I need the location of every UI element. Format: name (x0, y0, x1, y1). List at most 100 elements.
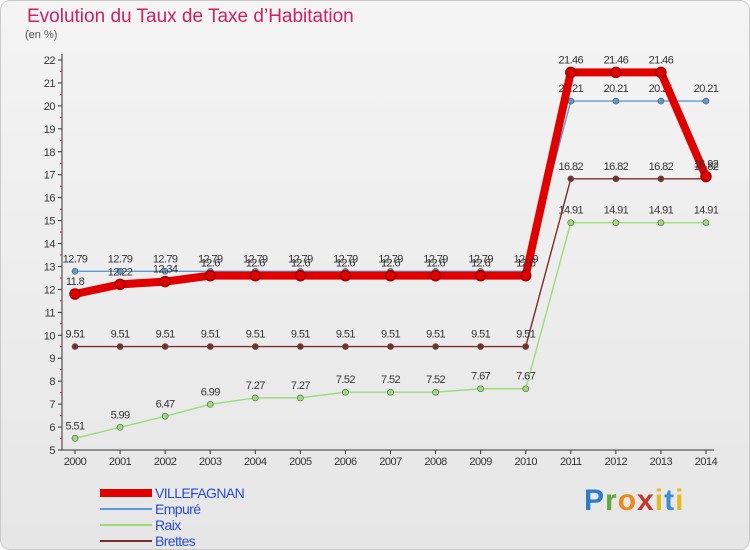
legend-label: Empuré (155, 501, 201, 517)
data-point (700, 170, 712, 183)
legend-swatch (100, 489, 152, 497)
data-label: 6.47 (156, 398, 175, 410)
data-label: 12.79 (378, 253, 403, 265)
data-point (251, 394, 259, 402)
data-label: 12.6 (381, 258, 400, 270)
data-label: 14.91 (649, 205, 674, 217)
data-label: 12.79 (63, 253, 88, 265)
data-label: 12.6 (291, 258, 310, 270)
unit-label: (en %) (25, 29, 58, 41)
data-label: 9.51 (156, 329, 175, 341)
data-point (297, 394, 304, 402)
data-point (474, 269, 487, 282)
data-point (204, 269, 216, 282)
y-tick-label: 9 (49, 353, 55, 365)
data-label: 9.51 (381, 329, 400, 341)
data-label: 7.52 (381, 374, 400, 386)
data-label: 5.99 (111, 409, 130, 421)
x-tick-label: 2002 (154, 456, 177, 468)
data-label: 11.8 (66, 276, 85, 288)
y-tick-label: 21 (44, 78, 56, 90)
data-point (387, 388, 394, 396)
data-point (206, 401, 214, 408)
data-label: 7.27 (246, 380, 265, 392)
data-point (567, 219, 575, 226)
y-tick-label: 20 (44, 101, 56, 113)
data-point (342, 388, 349, 396)
data-label: 12.6 (246, 258, 265, 270)
data-point (567, 175, 575, 183)
data-label: 9.51 (291, 329, 310, 341)
data-label: 9.51 (246, 329, 265, 341)
data-point (71, 267, 79, 275)
x-tick-label: 2010 (514, 456, 537, 468)
legend-label: Raix (155, 517, 181, 533)
data-point (657, 97, 665, 105)
y-tick-label: 5 (49, 445, 55, 457)
data-point (206, 343, 214, 350)
data-label: 9.51 (426, 329, 445, 341)
data-label: 14.91 (604, 205, 629, 217)
data-label: 12.79 (243, 253, 268, 265)
data-point (429, 269, 442, 282)
data-point (159, 275, 171, 288)
proxiti-logo: Proxiti (584, 484, 685, 517)
x-tick-label: 2004 (244, 456, 267, 468)
x-tick-label: 2008 (424, 456, 447, 468)
data-label: 16.82 (649, 161, 674, 173)
data-point (477, 343, 484, 350)
data-label: 9.51 (336, 329, 355, 341)
legend-label: Brettes (155, 533, 196, 549)
data-point (342, 343, 349, 350)
y-tick-label: 22 (44, 55, 56, 67)
chart-title: Evolution du Taux de Taxe d’Habitation (27, 6, 354, 27)
data-point (432, 343, 439, 350)
y-tick-label: 12 (44, 284, 56, 296)
data-label: 7.27 (291, 380, 310, 392)
data-label: 12.79 (333, 253, 358, 265)
data-label: 12.6 (201, 258, 220, 270)
x-tick-label: 2003 (199, 456, 222, 468)
data-point (71, 434, 79, 442)
data-label: 21.46 (559, 54, 584, 66)
data-point (339, 269, 352, 282)
x-tick-label: 2007 (379, 456, 402, 468)
data-point (249, 269, 262, 282)
legend-swatch (100, 524, 152, 526)
data-point (657, 219, 665, 226)
data-point (161, 412, 169, 420)
data-point (297, 343, 304, 350)
data-point (655, 66, 667, 79)
data-label: 12.6 (471, 258, 490, 270)
data-point (702, 97, 710, 105)
y-tick-label: 15 (44, 216, 56, 228)
data-point (69, 288, 81, 300)
data-point (477, 385, 484, 393)
data-point (116, 343, 124, 350)
y-tick-label: 6 (49, 422, 55, 434)
data-label: 12.34 (153, 264, 178, 276)
data-point (387, 343, 394, 350)
data-point (610, 66, 622, 79)
x-tick-label: 2014 (695, 456, 718, 468)
data-point (161, 343, 169, 350)
data-label: 9.51 (201, 329, 220, 341)
data-point (116, 423, 124, 431)
y-tick-label: 19 (44, 124, 56, 136)
legend-swatch (100, 540, 152, 542)
data-label: 20.21 (604, 83, 629, 95)
x-tick-label: 2013 (650, 456, 673, 468)
data-point (522, 343, 530, 350)
data-point (612, 175, 620, 183)
x-tick-label: 2012 (605, 456, 628, 468)
data-label: 12.6 (426, 258, 445, 270)
y-tick-label: 7 (49, 399, 55, 411)
data-label: 12.79 (423, 253, 448, 265)
data-label: 14.91 (559, 205, 584, 217)
data-label: 12.79 (198, 253, 223, 265)
data-label: 7.52 (426, 374, 445, 386)
data-point (432, 388, 439, 396)
data-label: 14.91 (694, 205, 719, 217)
data-point (519, 269, 532, 282)
